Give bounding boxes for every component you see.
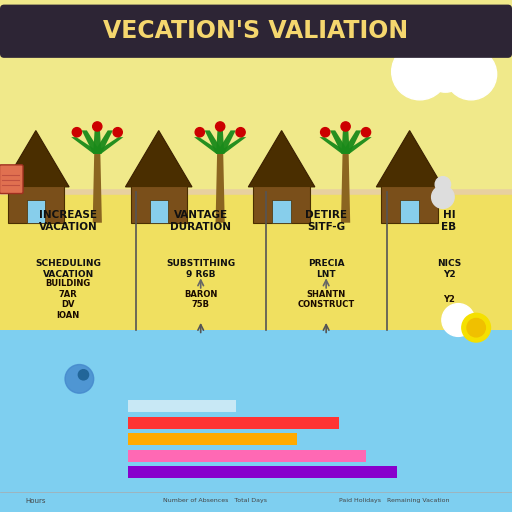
Polygon shape: [93, 131, 113, 154]
Circle shape: [435, 177, 451, 192]
Text: VECATION'S VALIATION: VECATION'S VALIATION: [103, 19, 409, 43]
FancyBboxPatch shape: [128, 417, 339, 429]
Circle shape: [467, 318, 485, 337]
Polygon shape: [341, 154, 350, 223]
Circle shape: [321, 127, 330, 137]
Text: Paid Holidays   Remaining Vacation: Paid Holidays Remaining Vacation: [339, 498, 450, 503]
Circle shape: [72, 127, 81, 137]
FancyBboxPatch shape: [0, 5, 512, 58]
Polygon shape: [216, 131, 236, 154]
Text: Y2: Y2: [443, 295, 455, 304]
Polygon shape: [216, 128, 224, 154]
Circle shape: [422, 46, 468, 92]
Circle shape: [113, 127, 122, 137]
Polygon shape: [93, 137, 123, 154]
Polygon shape: [216, 137, 246, 154]
Polygon shape: [125, 131, 192, 187]
Circle shape: [236, 127, 245, 137]
Polygon shape: [82, 131, 101, 154]
Polygon shape: [342, 131, 361, 154]
FancyBboxPatch shape: [128, 400, 236, 412]
Text: PRECIA
LNT: PRECIA LNT: [308, 259, 345, 279]
FancyBboxPatch shape: [128, 450, 366, 462]
Circle shape: [216, 122, 225, 131]
Text: Number of Absences   Total Days: Number of Absences Total Days: [163, 498, 267, 503]
Circle shape: [361, 127, 371, 137]
Polygon shape: [205, 131, 224, 154]
Polygon shape: [3, 131, 69, 187]
FancyBboxPatch shape: [150, 200, 168, 223]
Circle shape: [65, 365, 94, 393]
Text: DETIRE
SITF-G: DETIRE SITF-G: [305, 210, 347, 232]
Circle shape: [341, 122, 350, 131]
Text: BARON
75B: BARON 75B: [184, 290, 218, 309]
Text: SUBSTITHING
9 R6B: SUBSTITHING 9 R6B: [166, 259, 236, 279]
Text: HI
EB: HI EB: [441, 210, 457, 232]
Circle shape: [93, 122, 102, 131]
Text: SCHEDULING
VACATION: SCHEDULING VACATION: [35, 259, 101, 279]
Polygon shape: [71, 137, 101, 154]
FancyBboxPatch shape: [128, 433, 297, 445]
Polygon shape: [194, 137, 224, 154]
Text: NICS
Y2: NICS Y2: [437, 259, 461, 279]
Polygon shape: [216, 154, 225, 223]
Circle shape: [445, 49, 497, 100]
Polygon shape: [93, 128, 101, 154]
Polygon shape: [342, 128, 350, 154]
FancyBboxPatch shape: [128, 466, 397, 478]
FancyBboxPatch shape: [400, 200, 419, 223]
FancyBboxPatch shape: [0, 165, 23, 194]
FancyBboxPatch shape: [253, 186, 310, 223]
Polygon shape: [330, 131, 350, 154]
Polygon shape: [319, 137, 350, 154]
Polygon shape: [248, 131, 315, 187]
Text: INCREASE
VACATION: INCREASE VACATION: [39, 210, 97, 232]
Circle shape: [195, 127, 204, 137]
FancyBboxPatch shape: [381, 186, 438, 223]
Polygon shape: [93, 154, 102, 223]
FancyBboxPatch shape: [8, 186, 64, 223]
Text: SHANTN
CONSTRUCT: SHANTN CONSTRUCT: [297, 290, 355, 309]
FancyBboxPatch shape: [27, 200, 45, 223]
Text: Hours: Hours: [26, 498, 46, 504]
FancyBboxPatch shape: [0, 192, 512, 330]
FancyBboxPatch shape: [0, 330, 512, 512]
Circle shape: [392, 44, 448, 100]
Text: VANTAGE
DURATION: VANTAGE DURATION: [170, 210, 231, 232]
FancyBboxPatch shape: [272, 200, 291, 223]
FancyBboxPatch shape: [131, 186, 187, 223]
Text: BUILDING
7AR
DV
IOAN: BUILDING 7AR DV IOAN: [46, 280, 91, 319]
Polygon shape: [342, 137, 372, 154]
Circle shape: [462, 313, 490, 342]
Circle shape: [78, 370, 89, 380]
Circle shape: [442, 304, 475, 336]
Polygon shape: [376, 131, 443, 187]
Circle shape: [432, 186, 454, 208]
